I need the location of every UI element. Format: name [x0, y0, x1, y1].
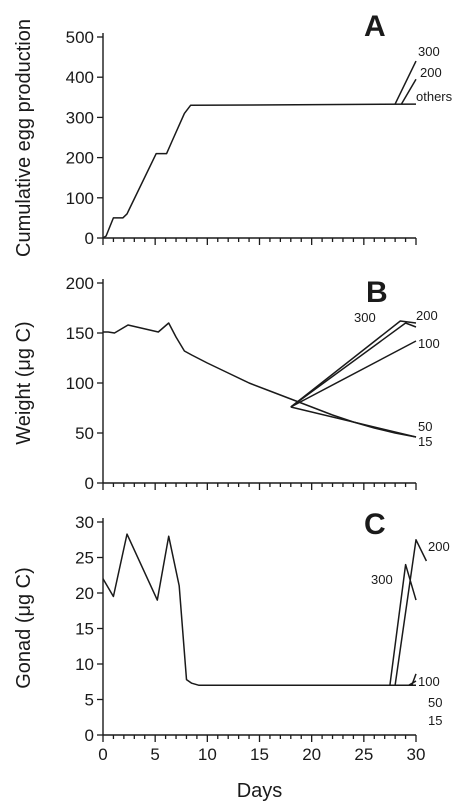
series-label-100: 100: [418, 336, 440, 351]
series-label-300: 300: [371, 572, 393, 587]
series-label-15: 15: [418, 434, 432, 449]
series-label-others: others: [416, 89, 453, 104]
x-tick-label: 30: [407, 745, 426, 764]
x-tick-label: 15: [250, 745, 269, 764]
series-line-15: [290, 406, 417, 438]
series-line-300: [394, 60, 417, 105]
y-tick-label: 300: [66, 108, 94, 127]
series-line-200: [400, 78, 417, 105]
y-tick-label: 50: [75, 424, 94, 443]
series-label-300: 300: [418, 44, 440, 59]
x-tick-label: 0: [98, 745, 107, 764]
series-label-200: 200: [420, 65, 442, 80]
series-label-15: 15: [428, 713, 442, 728]
series-label-200: 200: [428, 539, 450, 554]
y-tick-label: 30: [75, 513, 94, 532]
x-tick-label: 10: [198, 745, 217, 764]
y-tick-label: 20: [75, 584, 94, 603]
y-tick-label: 500: [66, 28, 94, 47]
y-tick-label: 0: [85, 474, 94, 493]
y-tick-label: 0: [85, 229, 94, 248]
y-tick-label: 15: [75, 620, 94, 639]
panel-letter: A: [364, 10, 386, 43]
y-tick-label: 200: [66, 149, 94, 168]
series-label-50: 50: [428, 695, 442, 710]
x-tick-label: 5: [150, 745, 159, 764]
x-tick-label: 20: [302, 745, 321, 764]
series-line-200: [290, 322, 417, 408]
y-tick-label: 150: [66, 324, 94, 343]
series-line-300: [389, 563, 417, 686]
series-label-200: 200: [416, 308, 438, 323]
y-tick-label: 25: [75, 549, 94, 568]
series-label-50: 50: [418, 419, 432, 434]
panel-a: 0 100 200 300 400 500 others 200 300 A Cumulative …: [13, 10, 453, 257]
series-line-others: [102, 103, 417, 239]
panel-letter: C: [364, 508, 386, 541]
series-line-200: [394, 539, 428, 686]
y-tick-label: 200: [66, 274, 94, 293]
series-label-100: 100: [418, 674, 440, 689]
y-axis-title: Weight (μg C): [13, 321, 35, 444]
y-tick-label: 0: [85, 726, 94, 745]
series-line-100: [411, 673, 417, 686]
series-line-15: [102, 533, 416, 687]
y-axis-title: Gonad (μg C): [13, 567, 35, 689]
y-tick-label: 10: [75, 655, 94, 674]
x-axis-title: Days: [237, 780, 283, 802]
y-tick-label: 100: [66, 189, 94, 208]
series-line-50: [103, 322, 417, 438]
x-tick-label: 25: [354, 745, 373, 764]
series-label-300: 300: [354, 310, 376, 325]
series-line-300: [290, 320, 417, 408]
y-tick-label: 100: [66, 374, 94, 393]
panel-letter: B: [366, 276, 388, 309]
y-tick-label: 5: [85, 691, 94, 710]
series-line-100: [290, 340, 417, 408]
y-tick-label: 400: [66, 68, 94, 87]
y-axis-title: Cumulative egg production: [13, 19, 35, 257]
